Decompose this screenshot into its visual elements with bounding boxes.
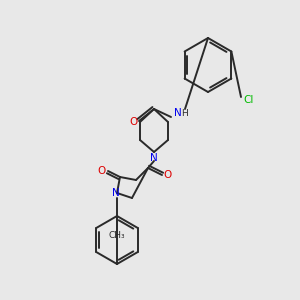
Text: Cl: Cl: [244, 95, 254, 105]
Text: CH₃: CH₃: [109, 232, 125, 241]
Text: N: N: [112, 188, 120, 198]
Text: H: H: [181, 110, 188, 118]
Text: N: N: [174, 108, 182, 118]
Text: O: O: [98, 166, 106, 176]
Text: N: N: [150, 153, 158, 163]
Text: O: O: [129, 117, 137, 127]
Text: O: O: [164, 170, 172, 180]
